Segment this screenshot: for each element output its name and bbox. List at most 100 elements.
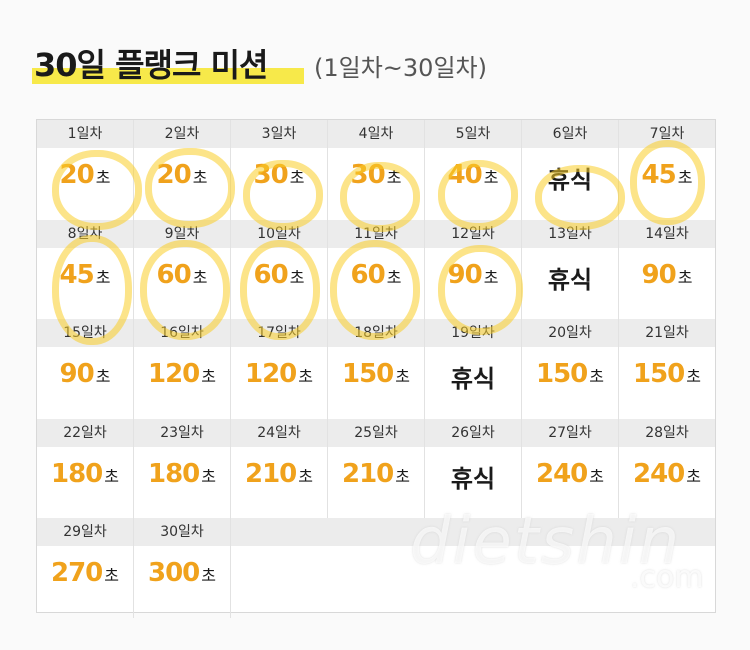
- day-value: 휴식: [522, 260, 618, 295]
- day-label: 19일차: [425, 319, 521, 347]
- seconds-number: 150: [341, 359, 394, 389]
- day-cell: 25일차 210 초: [328, 418, 425, 518]
- seconds-unit: 초: [192, 267, 208, 287]
- day-value: 180 초: [134, 459, 230, 489]
- seconds-number: 240: [632, 458, 685, 489]
- day-cell: 3일차 30 초: [231, 120, 328, 220]
- day-label: 21일차: [619, 319, 715, 347]
- day-label: 20일차: [522, 319, 618, 347]
- page-subtitle: (1일차~30일차): [314, 54, 487, 82]
- day-value: 휴식: [522, 160, 618, 195]
- day-label: 16일차: [134, 319, 230, 347]
- day-cell: 8일차 45 초: [37, 219, 134, 319]
- day-value: 30 초: [328, 160, 424, 190]
- seconds-number: 120: [244, 359, 297, 389]
- day-value: 60 초: [134, 260, 230, 290]
- seconds-unit: 초: [483, 168, 499, 187]
- day-value: 40 초: [425, 160, 521, 190]
- day-cell: 2일차 20 초: [134, 120, 231, 220]
- day-cell: 24일차 210 초: [231, 418, 328, 518]
- watermark-domain: .com: [630, 560, 704, 595]
- seconds-number: 150: [535, 359, 588, 389]
- day-label: 18일차: [328, 319, 424, 347]
- day-label: 13일차: [522, 219, 618, 248]
- seconds-number: 60: [350, 259, 386, 290]
- day-label: 22일차: [37, 418, 133, 447]
- seconds-number: 210: [341, 458, 394, 489]
- day-label: 11일차: [328, 219, 424, 248]
- day-cell: 4일차 30 초: [328, 120, 425, 220]
- day-label: 14일차: [619, 219, 715, 248]
- seconds-number: 30: [253, 160, 289, 190]
- day-label: 1일차: [37, 120, 133, 148]
- seconds-number: 40: [447, 160, 483, 190]
- day-label: 25일차: [328, 418, 424, 447]
- day-label: 7일차: [619, 120, 715, 148]
- day-label: 5일차: [425, 120, 521, 148]
- day-cell: 5일차 40 초: [425, 120, 522, 220]
- seconds-unit: 초: [483, 267, 499, 287]
- day-cell: 23일차 180 초: [134, 418, 231, 518]
- seconds-unit: 초: [686, 367, 701, 386]
- seconds-unit: 초: [589, 367, 604, 386]
- day-value: 300 초: [134, 558, 230, 588]
- seconds-number: 20: [156, 160, 192, 190]
- seconds-number: 20: [59, 160, 95, 190]
- day-cell: 22일차 180 초: [37, 418, 134, 518]
- day-value: 20 초: [37, 160, 133, 190]
- day-label: 10일차: [231, 219, 327, 248]
- seconds-unit: 초: [201, 566, 216, 585]
- day-value: 90 초: [619, 260, 715, 290]
- rest-day-text: 휴식: [450, 464, 496, 493]
- day-cell: 1일차 20 초: [37, 120, 134, 220]
- day-cell: 18일차 150 초: [328, 319, 425, 419]
- day-label: 23일차: [134, 418, 230, 447]
- day-cell: 12일차 90 초: [425, 219, 522, 319]
- day-value: 90 초: [425, 260, 521, 290]
- seconds-unit: 초: [289, 267, 305, 287]
- day-cell: 28일차 240 초: [619, 418, 715, 519]
- day-value: 45 초: [619, 160, 715, 190]
- seconds-unit: 초: [201, 466, 216, 486]
- day-value: 180 초: [37, 459, 133, 489]
- day-value: 150 초: [619, 359, 715, 389]
- title-highlight: [32, 68, 304, 84]
- day-label: 17일차: [231, 319, 327, 347]
- day-cell: 17일차 120 초: [231, 319, 328, 419]
- day-label: 26일차: [425, 418, 521, 447]
- seconds-unit: 초: [395, 466, 410, 486]
- seconds-unit: 초: [95, 267, 111, 287]
- day-label: 12일차: [425, 219, 521, 248]
- seconds-unit: 초: [104, 566, 119, 585]
- day-value: 45 초: [37, 260, 133, 290]
- seconds-number: 45: [59, 259, 95, 290]
- day-value: 30 초: [231, 160, 327, 190]
- seconds-unit: 초: [192, 168, 208, 187]
- day-label: 30일차: [134, 518, 230, 546]
- page-title: 30일 플랭크 미션: [34, 46, 268, 84]
- day-label: 15일차: [37, 319, 133, 347]
- seconds-number: 210: [244, 458, 297, 489]
- seconds-unit: 초: [289, 168, 305, 187]
- seconds-number: 90: [447, 259, 483, 290]
- seconds-number: 270: [50, 558, 103, 588]
- day-value: 210 초: [328, 459, 424, 489]
- day-cell: 7일차 45 초: [619, 120, 715, 220]
- day-cell: 20일차 150 초: [522, 319, 619, 419]
- seconds-unit: 초: [589, 466, 604, 486]
- day-label: 6일차: [522, 120, 618, 148]
- seconds-unit: 초: [95, 168, 111, 187]
- seconds-number: 180: [50, 458, 103, 489]
- day-cell: 19일차 휴식: [425, 319, 522, 419]
- seconds-number: 300: [147, 558, 200, 588]
- empty-label-band: [231, 518, 715, 546]
- day-label: 3일차: [231, 120, 327, 148]
- seconds-number: 120: [147, 359, 200, 389]
- seconds-unit: 초: [677, 267, 693, 287]
- day-value: 150 초: [328, 359, 424, 389]
- seconds-number: 45: [641, 160, 677, 190]
- day-value: 휴식: [425, 459, 521, 494]
- seconds-unit: 초: [386, 267, 402, 287]
- day-label: 29일차: [37, 518, 133, 546]
- day-value: 60 초: [231, 260, 327, 290]
